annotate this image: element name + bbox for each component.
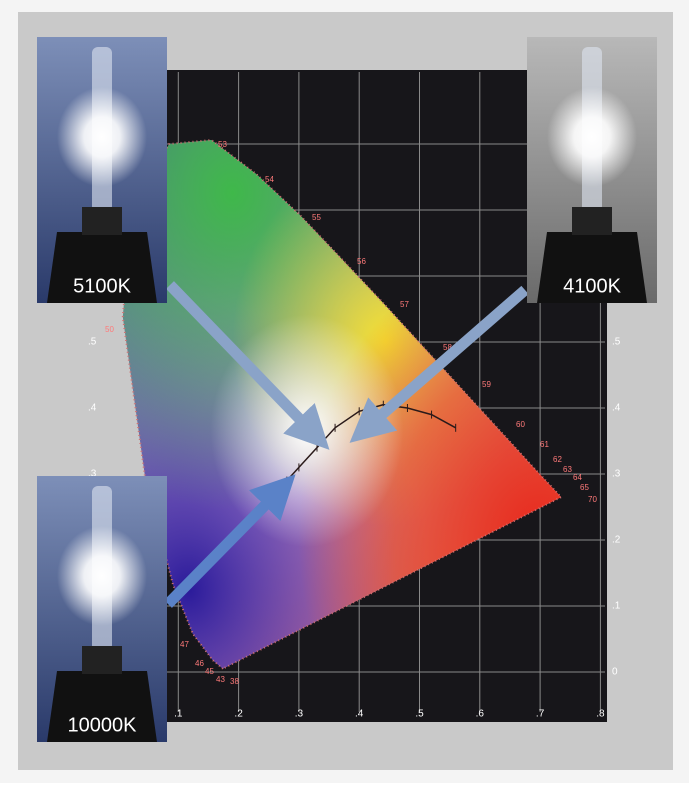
wavelength-label: 62 xyxy=(553,455,562,464)
x-tick-label: .2 xyxy=(234,709,243,720)
x-tick-label: .3 xyxy=(295,709,304,720)
y-tick-label: .3 xyxy=(612,469,621,480)
y-tick-label: 0 xyxy=(612,667,618,678)
x-tick-label: .1 xyxy=(174,709,183,720)
wavelength-label: 59 xyxy=(482,380,491,389)
wavelength-label: 65 xyxy=(580,483,589,492)
bulb-neck xyxy=(82,207,122,235)
bulb-base xyxy=(537,232,647,303)
bulb-neck xyxy=(572,207,612,235)
wavelength-label: 54 xyxy=(265,175,274,184)
bulb-neck xyxy=(82,646,122,674)
y-tick-label: .1 xyxy=(612,601,621,612)
x-tick-label: .7 xyxy=(536,709,545,720)
x-tick-label: .5 xyxy=(415,709,424,720)
bulb-glow xyxy=(57,526,147,626)
labels: .1 .2 .3 .4 .5 .6 .7 .8 0 .1 .2 .3 .3 .4 .4 .5 .5 53 54 55 5… xyxy=(88,140,621,720)
wavelength-label: 63 xyxy=(563,465,572,474)
x-tick-label: .6 xyxy=(476,709,485,720)
wavelength-label: 45 xyxy=(205,667,214,676)
wavelength-label: 56 xyxy=(357,257,366,266)
wavelength-label: 70 xyxy=(588,495,597,504)
y-tick-label: .4 xyxy=(88,403,97,414)
photo-label: 4100K xyxy=(563,275,621,297)
arrow xyxy=(166,281,330,450)
wavelength-label: 50 xyxy=(105,325,114,334)
y-tick-label: .2 xyxy=(612,535,621,546)
wavelength-label: 61 xyxy=(540,440,549,449)
wavelength-label: 47 xyxy=(180,640,189,649)
y-tick-label: .3 xyxy=(88,469,97,480)
photo-label: 10000K xyxy=(68,714,138,736)
bulb-base xyxy=(47,232,157,303)
y-tick-label: .5 xyxy=(88,337,97,348)
y-tick-label: .5 xyxy=(612,337,621,348)
x-tick-label: .8 xyxy=(596,709,605,720)
x-tick-label: .4 xyxy=(355,709,364,720)
bulb-glow xyxy=(547,87,637,187)
wavelength-label: 57 xyxy=(400,300,409,309)
wavelength-label: 53 xyxy=(218,140,227,149)
y-tick-label: .4 xyxy=(612,403,621,414)
wavelength-label: 43 xyxy=(216,675,225,684)
photos: 5100K 4100K 10000K xyxy=(37,37,657,742)
wavelength-label: 58 xyxy=(443,343,452,352)
bulb-glow xyxy=(57,87,147,187)
bulb-base xyxy=(47,671,157,742)
arrow xyxy=(349,285,529,443)
arrow xyxy=(164,474,296,608)
wavelength-label: 64 xyxy=(573,473,582,482)
wavelength-label: 46 xyxy=(195,659,204,668)
wavelength-label: 60 xyxy=(516,420,525,429)
photo-label: 5100K xyxy=(73,275,131,297)
wavelength-label: 38 xyxy=(230,677,239,686)
wavelength-label: 55 xyxy=(312,213,321,222)
